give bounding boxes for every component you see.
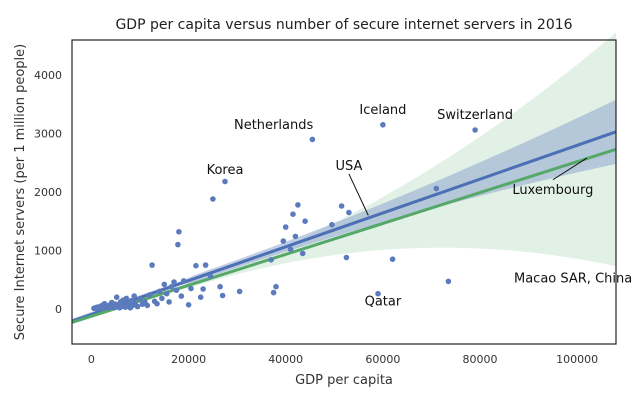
data-point [193,262,199,269]
data-point [161,281,168,288]
data-point [268,257,274,263]
x-tick-label: 80000 [463,353,498,366]
data-point [210,196,216,202]
data-point [433,185,440,192]
data-point [389,256,396,263]
data-point [197,294,204,301]
data-point [131,293,137,299]
data-point [222,178,228,185]
x-axis-ticks: 0 20000 40000 60000 80000 100000 [88,353,598,366]
regression-lines [71,130,617,324]
regression-line [71,130,617,323]
x-tick-label: 100000 [556,353,598,366]
y-axis-ticks: 0 1000 2000 3000 4000 [34,69,62,316]
data-point [217,283,223,290]
data-point [144,302,151,309]
annotation-pointer [348,173,369,216]
data-point [375,290,381,297]
annotation-label: USA [335,159,362,174]
data-point [282,224,289,230]
regression-line [71,147,617,324]
data-point [188,285,194,292]
y-tick-label: 1000 [34,245,62,258]
data-point [163,290,170,297]
y-tick-label: 0 [55,303,62,316]
data-point [128,297,135,304]
data-point [185,302,192,308]
data-point [290,211,296,217]
data-point [168,283,175,290]
data-point [156,288,163,295]
annotation-pointer [552,157,588,181]
data-point [236,288,243,295]
annotation-label: Iceland [359,103,406,118]
data-point [338,203,345,209]
data-point [175,241,181,248]
data-point [302,218,308,224]
data-point [207,273,214,280]
data-point [123,295,130,302]
annotation-label: Macao SAR, China [514,272,632,287]
y-tick-label: 3000 [34,128,62,141]
data-point [299,250,306,257]
data-point [273,283,279,290]
data-point [113,294,120,301]
data-point [178,293,185,299]
data-point [149,262,155,268]
y-tick-label: 4000 [34,69,62,82]
annotation-label: Korea [207,163,244,178]
annotation-label: Netherlands [234,118,313,133]
data-point [380,122,386,128]
data-point [295,202,301,208]
y-tick-label: 2000 [34,186,62,199]
data-point [270,289,277,296]
plot-frame [71,39,617,345]
data-point [180,278,187,284]
x-tick-label: 0 [88,353,95,366]
data-point [202,262,209,268]
data-point [134,303,141,310]
annotation-label: Qatar [365,294,402,309]
data-point [166,299,172,305]
data-point [287,246,294,253]
data-point [329,221,335,228]
annotation-label: Switzerland [437,108,513,123]
data-point [137,296,143,302]
data-point [445,278,452,285]
data-point [154,300,160,307]
x-tick-label: 40000 [268,353,303,366]
data-point [472,127,478,133]
annotation-label: Luxembourg [512,183,593,198]
data-point [176,229,182,235]
data-point [343,254,350,261]
data-point [173,287,180,294]
data-point [146,292,153,298]
x-axis-title: GDP per capita [295,373,393,388]
data-point [280,238,287,244]
data-point [309,136,316,143]
data-point [159,295,165,302]
data-point [292,233,299,240]
x-tick-label: 20000 [171,353,206,366]
data-point [219,292,226,299]
data-point [200,286,206,292]
x-tick-label: 60000 [365,353,400,366]
y-axis-title: Secure Internet servers (per 1 million p… [13,44,28,340]
chart-title: GDP per capita versus number of secure i… [115,17,572,33]
annotations: Iceland Netherlands Switzerland Korea USA Lux… [207,103,633,309]
data-points [91,122,478,312]
data-point [171,279,177,285]
data-point [346,209,352,216]
